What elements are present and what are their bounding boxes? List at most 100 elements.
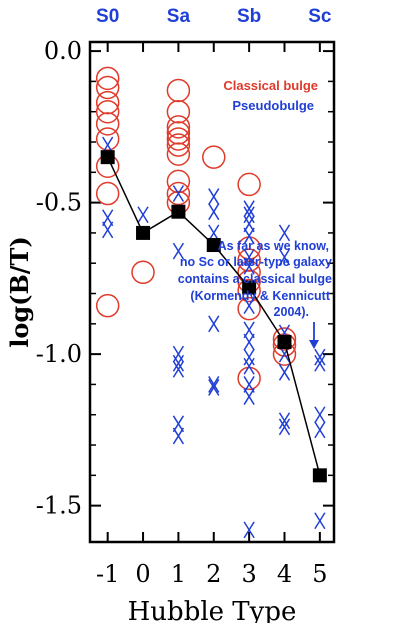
mean-point: [100, 150, 115, 165]
legend-pseudo: Pseudobulge: [232, 98, 314, 113]
x-tick-label: 0: [135, 560, 150, 588]
legend-classical: Classical bulge: [223, 78, 318, 93]
annotation-line-1: As far as we know,: [218, 239, 329, 253]
pseudobulge-point: [243, 333, 255, 351]
pseudobulge-point: [243, 200, 255, 218]
annotation-line-3: contains a classical bulge: [178, 272, 332, 286]
chart-marks: [90, 42, 334, 542]
classical-bulge-point: [166, 121, 191, 145]
classical-bulge-point: [237, 296, 261, 321]
classical-bulge-point: [95, 112, 120, 136]
mean-point: [171, 204, 186, 219]
pseudobulge-stroke: [102, 221, 114, 239]
pseudobulge-point: [172, 185, 185, 202]
pseudobulge-stroke: [314, 406, 326, 424]
pseudobulge-point: [243, 227, 255, 245]
pseudobulge-stroke: [243, 348, 255, 366]
pseudobulge-stroke: [172, 242, 185, 260]
pseudobulge-point: [314, 421, 326, 439]
annotation-arrowhead: [309, 340, 319, 349]
hubble-type-label: S0: [96, 6, 119, 27]
pseudobulge-stroke: [208, 376, 220, 393]
y-axis-label: log(B/T): [5, 236, 34, 348]
classical-bulge-point: [237, 278, 261, 303]
pseudobulge-point: [314, 406, 326, 424]
pseudobulge-stroke: [172, 360, 185, 378]
hubble-type-label: Sb: [237, 6, 261, 27]
classical-bulge-point: [95, 181, 120, 206]
hubble-type-label: Sc: [308, 6, 332, 27]
pseudobulge-point: [208, 315, 220, 333]
pseudobulge-point: [208, 188, 220, 205]
classical-bulge-point: [166, 133, 191, 157]
pseudobulge-point: [314, 354, 326, 372]
classical-bulge-point: [202, 145, 226, 169]
pseudobulge-stroke: [137, 206, 149, 224]
pseudobulge-stroke: [278, 418, 291, 436]
pseudobulge-point: [243, 215, 255, 233]
pseudobulge-stroke: [208, 379, 220, 396]
annotation-line-5: 2004).: [274, 305, 309, 319]
pseudobulge-stroke: [278, 248, 291, 266]
pseudobulge-stroke: [314, 354, 326, 372]
x-tick-label: 3: [241, 560, 256, 588]
classical-bulge-point: [95, 127, 120, 151]
hubble-type-label: Sa: [167, 6, 191, 27]
pseudobulge-stroke: [172, 427, 185, 445]
y-tick-label: -1.5: [36, 492, 82, 520]
pseudobulge-point: [243, 348, 255, 366]
pseudobulge-point: [172, 360, 185, 378]
pseudobulge-point: [172, 242, 185, 260]
pseudobulge-point: [243, 357, 255, 375]
pseudobulge-stroke: [243, 376, 255, 393]
pseudobulge-point: [278, 224, 291, 242]
pseudobulge-stroke: [208, 315, 220, 333]
classical-bulge-point: [166, 127, 191, 151]
pseudobulge-stroke: [102, 209, 114, 227]
classical-bulge-point: [166, 181, 191, 206]
x-axis-label: Hubble Type: [128, 597, 297, 623]
pseudobulge-stroke: [243, 333, 255, 351]
pseudobulge-point: [208, 379, 220, 396]
pseudobulge-point: [137, 206, 149, 224]
pseudobulge-point: [314, 512, 326, 530]
pseudobulge-point: [314, 348, 326, 366]
pseudobulge-stroke: [243, 388, 255, 405]
pseudobulge-point: [243, 388, 255, 405]
classical-bulge-point: [272, 327, 297, 351]
pseudobulge-point: [172, 427, 185, 445]
pseudobulge-point: [243, 376, 255, 393]
pseudobulge-stroke: [243, 215, 255, 233]
mean-point: [242, 280, 257, 295]
mean-point: [277, 335, 292, 349]
pseudobulge-point: [243, 257, 255, 275]
pseudobulge-stroke: [314, 421, 326, 439]
pseudobulge-stroke: [208, 203, 220, 221]
pseudobulge-stroke: [243, 321, 255, 339]
pseudobulge-point: [278, 363, 291, 381]
pseudobulge-point: [102, 221, 114, 239]
mean-point: [206, 238, 221, 253]
pseudobulge-stroke: [314, 512, 326, 530]
y-tick-label: 0.0: [44, 37, 82, 65]
pseudobulge-stroke: [208, 188, 220, 205]
pseudobulge-point: [243, 248, 255, 266]
classical-bulge-point: [237, 172, 261, 197]
classical-bulge-point: [95, 75, 120, 100]
pseudobulge-point: [172, 415, 185, 433]
y-tick-label: -1.0: [36, 340, 82, 368]
pseudobulge-point: [243, 321, 255, 339]
mean-point: [312, 468, 327, 483]
pseudobulge-stroke: [278, 412, 291, 430]
pseudobulge-point: [243, 521, 255, 539]
classical-bulge-point: [166, 78, 191, 103]
pseudobulge-stroke: [314, 348, 326, 366]
pseudobulge-stroke: [172, 415, 185, 433]
classical-bulge-point: [95, 66, 120, 91]
classical-bulge-point: [166, 115, 191, 139]
pseudobulge-stroke: [243, 200, 255, 218]
pseudobulge-stroke: [243, 257, 255, 275]
pseudobulge-point: [208, 203, 220, 221]
